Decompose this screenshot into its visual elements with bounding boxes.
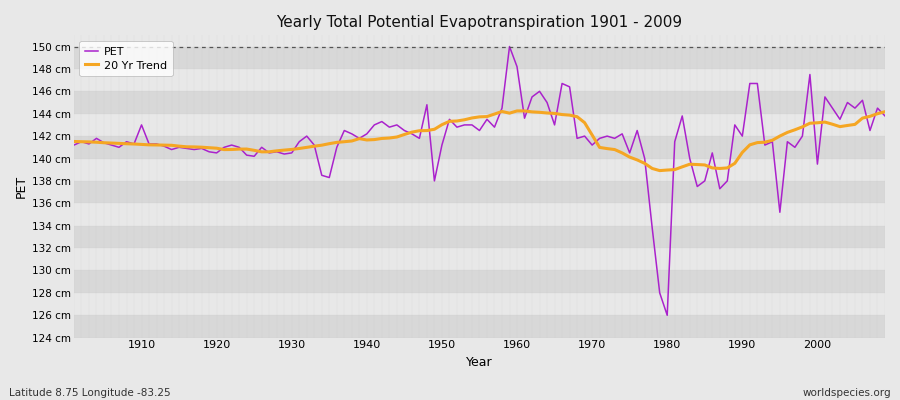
Bar (74, 136, 885, 158)
PET (511, 64, 522, 69)
Legend: PET, 20 Yr Trend: PET, 20 Yr Trend (79, 41, 173, 76)
20 Yr Trend (609, 147, 620, 152)
20 Yr Trend (339, 139, 350, 144)
Text: worldspecies.org: worldspecies.org (803, 388, 891, 398)
Bar (74, 315, 885, 338)
Bar (74, 226, 885, 248)
20 Yr Trend (293, 146, 304, 151)
Bar (74, 203, 885, 226)
X-axis label: Year: Year (466, 356, 493, 369)
Y-axis label: PET: PET (15, 175, 28, 198)
PET (504, 44, 515, 49)
PET (609, 136, 620, 141)
PET (68, 143, 79, 148)
20 Yr Trend (511, 108, 522, 113)
20 Yr Trend (654, 168, 665, 173)
Bar (74, 24, 885, 46)
Line: 20 Yr Trend: 20 Yr Trend (74, 111, 885, 170)
Bar (74, 158, 885, 181)
Bar (74, 114, 885, 136)
PET (129, 142, 140, 146)
PET (662, 313, 672, 318)
Title: Yearly Total Potential Evapotranspiration 1901 - 2009: Yearly Total Potential Evapotranspiratio… (276, 15, 682, 30)
Bar (74, 91, 885, 114)
Bar (74, 270, 885, 293)
Bar (74, 46, 885, 69)
20 Yr Trend (129, 142, 140, 146)
20 Yr Trend (68, 139, 79, 144)
PET (879, 114, 890, 118)
Text: Latitude 8.75 Longitude -83.25: Latitude 8.75 Longitude -83.25 (9, 388, 171, 398)
20 Yr Trend (504, 111, 515, 116)
Bar (74, 248, 885, 270)
20 Yr Trend (519, 108, 530, 113)
Bar (74, 293, 885, 315)
PET (519, 116, 530, 120)
PET (339, 128, 350, 133)
Line: PET: PET (74, 46, 885, 315)
Bar (74, 69, 885, 91)
20 Yr Trend (879, 109, 890, 114)
PET (293, 139, 304, 144)
Bar (74, 181, 885, 203)
